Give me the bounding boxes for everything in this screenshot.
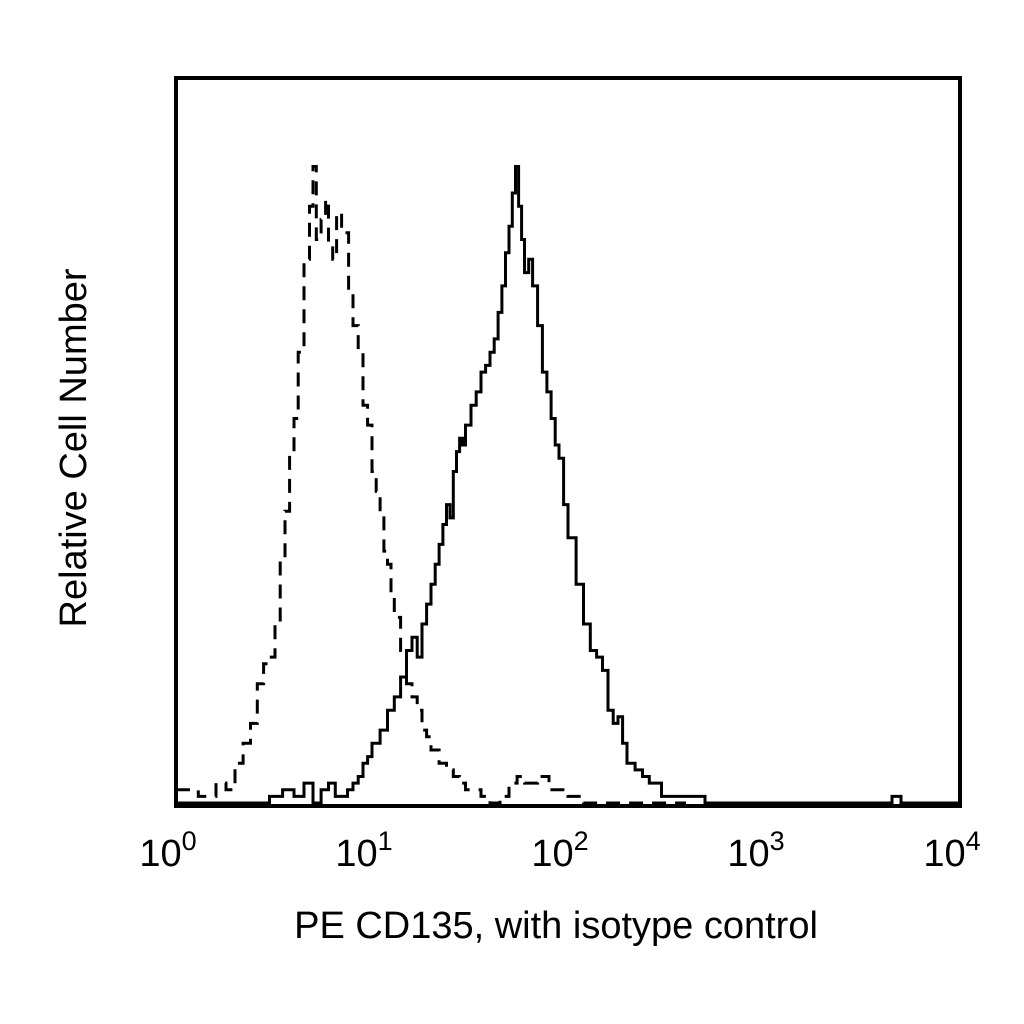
x-tick-label: 101: [335, 826, 392, 875]
x-tick-label: 102: [531, 826, 588, 875]
series-line-solid: [176, 165, 960, 805]
series-line-dashed: [176, 165, 686, 805]
y-axis-label: Relative Cell Number: [53, 268, 95, 627]
x-tick-labels: 100 101 102 103 104: [139, 826, 980, 875]
x-axis-label: PE CD135, with isotype control: [294, 905, 818, 947]
x-tick-label: 104: [923, 826, 980, 875]
plot-frame: [174, 76, 962, 808]
series-layer: [176, 165, 960, 805]
x-tick-label: 100: [139, 826, 196, 875]
x-tick-label: 103: [727, 826, 784, 875]
